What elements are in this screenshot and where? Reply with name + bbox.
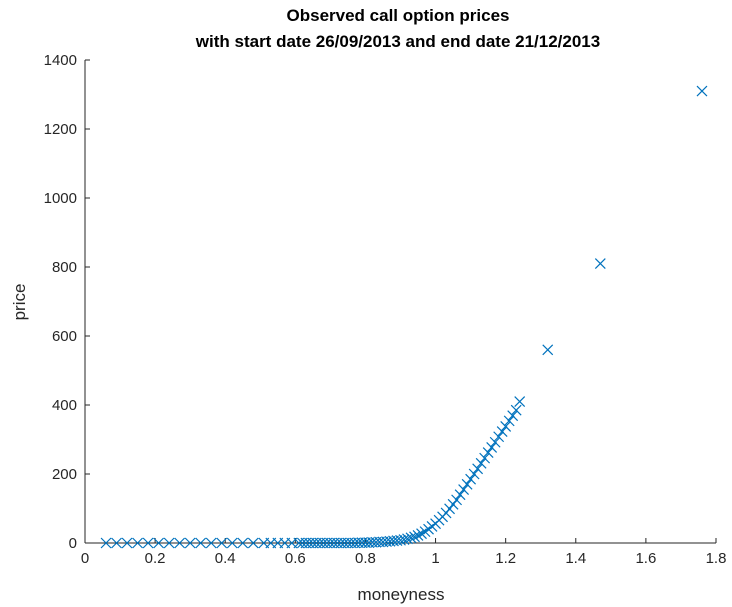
y-tick-label: 600 — [52, 328, 77, 345]
x-ticks: 0 0.2 0.4 0.6 0.8 1 1.2 1.4 1.6 1.8 — [81, 538, 727, 567]
data-point — [503, 415, 515, 427]
data-point — [247, 537, 259, 549]
data-point — [482, 447, 494, 459]
data-point — [174, 537, 186, 549]
data-point — [121, 537, 133, 549]
chart-title-line-1: Observed call option prices — [287, 6, 510, 25]
y-tick-label: 400 — [52, 397, 77, 414]
data-point — [489, 436, 501, 448]
data-point — [475, 457, 487, 469]
data-point — [500, 420, 512, 432]
x-tick-label: 1.6 — [635, 550, 656, 567]
x-tick-label: 0.4 — [215, 550, 236, 567]
x-tick-label: 1.2 — [495, 550, 516, 567]
x-tick-label: 0.6 — [285, 550, 306, 567]
data-point — [542, 344, 554, 356]
data-point — [493, 431, 505, 443]
data-point — [395, 534, 406, 546]
data-point — [153, 537, 165, 549]
x-tick-label: 1 — [431, 550, 439, 567]
data-point — [142, 537, 154, 549]
x-axis-label: moneyness — [358, 585, 445, 604]
data-point — [486, 442, 498, 453]
data-point — [507, 410, 519, 422]
data-markers — [100, 85, 708, 549]
data-point — [412, 529, 424, 541]
data-point — [398, 534, 410, 545]
data-point — [226, 537, 238, 549]
data-point — [100, 537, 112, 549]
data-point — [447, 498, 459, 510]
y-tick-label: 800 — [52, 259, 77, 276]
data-point — [163, 537, 175, 549]
y-tick-label: 200 — [52, 466, 77, 483]
data-point — [402, 533, 413, 545]
data-point — [132, 537, 144, 549]
data-point — [458, 484, 470, 495]
x-tick-label: 1.4 — [565, 550, 586, 567]
x-tick-label: 1.8 — [706, 550, 727, 567]
y-tick-label: 0 — [69, 535, 77, 552]
data-point — [205, 537, 217, 549]
x-tick-label: 0.8 — [355, 550, 376, 567]
data-point — [454, 489, 466, 501]
data-point — [472, 463, 484, 475]
data-point — [111, 537, 122, 549]
data-point — [514, 396, 526, 407]
x-tick-label: 0.2 — [145, 550, 166, 567]
data-point — [444, 503, 456, 515]
data-point — [510, 404, 522, 416]
data-point — [461, 478, 473, 490]
data-point — [409, 531, 420, 543]
chart-title-line-2: with start date 26/09/2013 and end date … — [195, 32, 600, 51]
y-axis-label: price — [10, 284, 29, 321]
data-point — [479, 452, 491, 464]
y-tick-label: 1400 — [44, 52, 77, 69]
y-tick-label: 1200 — [44, 121, 77, 138]
y-tick-label: 1000 — [44, 190, 77, 207]
data-point — [405, 532, 417, 544]
data-point — [465, 473, 477, 485]
data-point — [416, 528, 427, 540]
data-point — [468, 468, 480, 480]
data-point — [216, 537, 228, 549]
x-tick-label: 0 — [81, 550, 89, 567]
y-ticks: 0 200 400 600 800 1000 1200 1400 — [44, 52, 90, 552]
data-point — [195, 537, 207, 549]
data-point — [451, 494, 463, 506]
data-point — [696, 85, 708, 97]
data-point — [184, 537, 196, 549]
data-point — [594, 258, 606, 269]
data-point — [237, 537, 249, 549]
plot-area: 0 0.2 0.4 0.6 0.8 1 1.2 1.4 1.6 1.8 0 200 400 600 800… — [44, 52, 727, 567]
data-point — [496, 426, 508, 437]
